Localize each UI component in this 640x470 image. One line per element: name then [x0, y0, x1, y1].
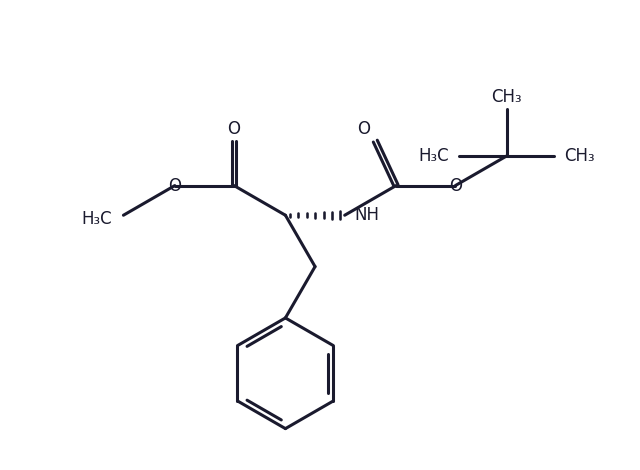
Text: NH: NH [355, 206, 380, 224]
Text: H₃C: H₃C [81, 210, 111, 228]
Text: O: O [228, 120, 241, 138]
Text: O: O [357, 120, 370, 138]
Text: O: O [449, 177, 462, 195]
Text: CH₃: CH₃ [564, 147, 595, 165]
Text: O: O [168, 177, 181, 195]
Text: CH₃: CH₃ [492, 87, 522, 106]
Text: H₃C: H₃C [419, 147, 449, 165]
